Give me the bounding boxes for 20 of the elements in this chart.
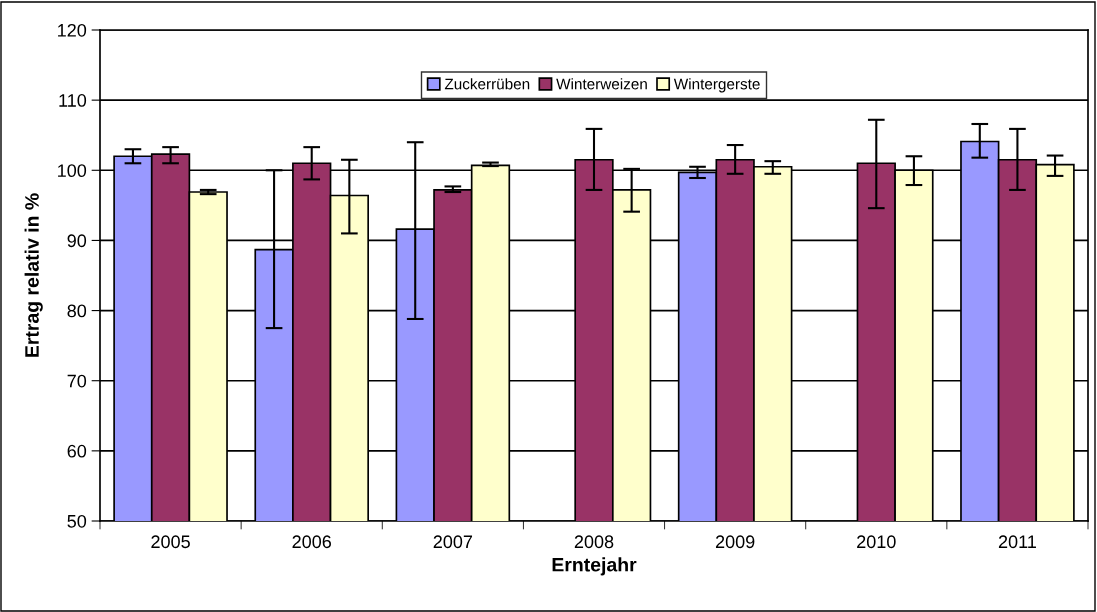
y-tick-label: 120 <box>58 23 87 37</box>
legend-label: Wintergerste <box>673 78 760 93</box>
legend-label: Winterweizen <box>556 78 647 90</box>
y-tick-label: 50 <box>67 514 87 528</box>
x-tick-label: 2005 <box>151 535 190 549</box>
y-tick-label: 60 <box>67 444 87 458</box>
y-tick-label: 70 <box>67 374 87 388</box>
y-tick-label: 110 <box>59 94 87 107</box>
y-axis-title: Ertrag relativ in % <box>24 193 43 357</box>
y-tick-label: 80 <box>67 304 87 318</box>
legend-label: Zuckerrüben <box>444 78 530 90</box>
x-tick-label: 2010 <box>857 535 896 549</box>
y-tick-label: 100 <box>58 164 87 178</box>
x-axis-title: Erntejahr <box>552 557 637 576</box>
y-tick-label: 90 <box>67 234 87 248</box>
x-tick-label: 2011 <box>998 535 1036 549</box>
x-tick-label: 2007 <box>433 535 473 549</box>
x-tick-label: 2008 <box>574 535 614 549</box>
x-tick-label: 2006 <box>292 535 332 549</box>
x-tick-label: 2009 <box>715 535 755 549</box>
